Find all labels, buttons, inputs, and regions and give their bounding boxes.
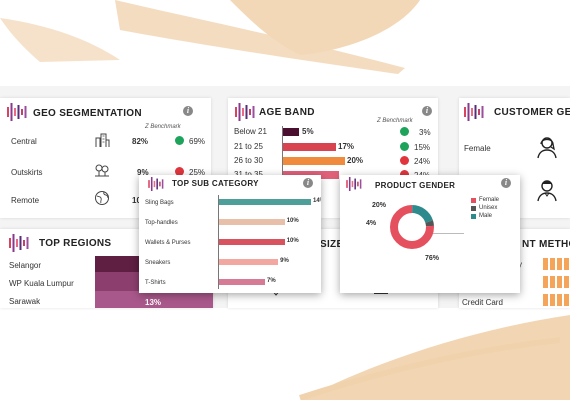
category-bar[interactable] [219, 239, 285, 245]
product-gender-donut [390, 205, 434, 249]
info-icon[interactable]: i [303, 178, 313, 188]
status-down-dot [400, 156, 409, 165]
category-label: Sling Bags [145, 200, 174, 206]
info-icon[interactable]: i [501, 178, 511, 188]
category-label: Wallets & Purses [145, 240, 191, 246]
row-label: Outskirts [11, 168, 43, 177]
benchmark-value: 25% [189, 168, 206, 177]
category-bar[interactable] [219, 199, 311, 205]
benchmark-label: Z Benchmark [145, 124, 181, 130]
brand-logo-icon [9, 234, 29, 252]
region-label: Sarawak [9, 297, 41, 306]
status-up-dot [175, 136, 184, 145]
status-down-dot [175, 167, 184, 176]
category-value: 10% [286, 218, 299, 224]
legend-label: Unisex [479, 205, 498, 211]
payment-label: Credit Card [462, 298, 503, 307]
payment-label: y [518, 260, 522, 269]
gender-label: Female [464, 144, 491, 153]
brand-logo-icon [464, 103, 484, 121]
category-value: 9% [280, 258, 289, 264]
card-title: CUSTOMER GE [494, 107, 570, 118]
age-value: 20% [347, 156, 364, 165]
row-label: Central [11, 137, 37, 146]
card-title: GEO SEGMENTATION [33, 108, 142, 119]
bar-axis [218, 195, 219, 289]
legend-label: Male [479, 213, 493, 219]
size-divider [374, 293, 388, 294]
category-value: 14% [313, 198, 321, 204]
brand-logo-icon [148, 177, 164, 191]
category-label: T-Shirts [145, 280, 166, 286]
divider-line [430, 233, 464, 234]
category-bar[interactable] [219, 219, 285, 225]
benchmark-value: 3% [419, 128, 431, 137]
slice-label: 76% [425, 255, 440, 262]
legend-label: Female [479, 197, 500, 203]
age-value: 17% [338, 142, 355, 151]
region-label: Selangor [9, 261, 42, 270]
age-label: Below 21 [234, 127, 267, 136]
card-title: NT METHO [522, 239, 570, 250]
category-label: Top-handles [145, 220, 178, 226]
outskirts-trees-icon [95, 164, 109, 177]
card-title: SIZE [320, 239, 344, 250]
category-value: 10% [286, 238, 299, 244]
age-label: 21 to 25 [234, 142, 263, 151]
popup-title: TOP SUB CATEGORY [172, 179, 259, 188]
region-value: 13% [145, 298, 162, 307]
status-up-dot [400, 142, 409, 151]
age-bar [283, 157, 345, 165]
brand-logo-icon [235, 103, 255, 121]
benchmark-value: 15% [414, 143, 431, 152]
age-value: 5% [302, 127, 314, 136]
legend-swatch [471, 214, 476, 219]
region-label: WP Kuala Lumpur [9, 279, 74, 288]
slice-label: 4% [366, 220, 377, 227]
brand-logo-icon [7, 103, 27, 121]
category-label: Sneakers [145, 260, 171, 266]
male-user-icon [537, 180, 557, 202]
globe-icon [95, 191, 109, 205]
benchmark-value: 69% [189, 137, 206, 146]
row-value: 9% [137, 168, 149, 177]
age-label: 31 to 35 [234, 170, 263, 179]
legend-swatch [471, 206, 476, 211]
row-value: 10 [132, 196, 141, 205]
brand-logo-icon [346, 177, 362, 191]
category-value: 7% [267, 278, 276, 284]
age-bar [283, 128, 299, 136]
status-up-dot [400, 127, 409, 136]
slice-label: 20% [372, 202, 387, 209]
card-title: TOP REGIONS [39, 238, 112, 249]
city-buildings-icon [95, 133, 110, 147]
status-down-dot [400, 170, 409, 179]
payment-stripes [543, 258, 569, 306]
female-user-icon [537, 137, 557, 159]
category-bar[interactable] [219, 259, 279, 265]
benchmark-label: Z Benchmark [377, 118, 413, 124]
bar-axis [282, 126, 283, 186]
category-bar[interactable] [219, 279, 265, 285]
info-icon[interactable]: i [422, 106, 432, 116]
row-label: Remote [11, 196, 40, 205]
card-title: AGE BAND [259, 107, 315, 118]
row-value: 82% [132, 137, 149, 146]
age-label: 26 to 30 [234, 156, 263, 165]
benchmark-value: 24% [414, 157, 431, 166]
popup-title: PRODUCT GENDER [375, 181, 456, 190]
top-sub-category-popup: TOP SUB CATEGORY i Sling Bags 14% Top-hand… [139, 175, 321, 293]
legend-swatch [471, 198, 476, 203]
info-icon[interactable]: i [183, 106, 193, 116]
region-heat-cell [95, 291, 213, 308]
donut-slice-female[interactable] [390, 205, 434, 249]
age-bar [283, 143, 336, 151]
product-gender-popup: PRODUCT GENDER i 20% 4% 76% Female Unisex… [340, 175, 520, 293]
